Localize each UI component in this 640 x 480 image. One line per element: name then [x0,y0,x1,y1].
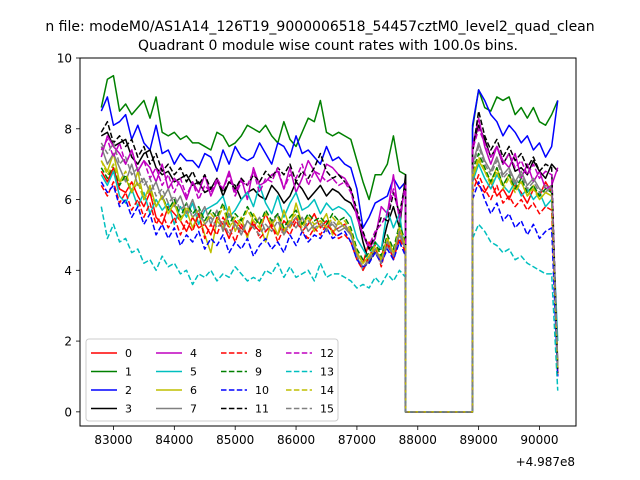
series-line-14 [100,156,559,413]
series-line-7 [100,142,559,413]
series-line-10 [100,181,559,413]
y-tick-label: 8 [64,122,72,136]
chart-title: Quadrant 0 module wise count rates with … [138,38,518,54]
legend-label-14: 14 [320,384,334,397]
x-tick-label: 84000 [155,433,193,447]
series-layer [100,74,559,413]
legend-label-7: 7 [190,403,197,416]
x-axis-offset-label: +4.987e8 [516,455,575,469]
series-line-12 [100,128,559,413]
x-tick-label: 83000 [94,433,132,447]
x-tick-label: 89000 [460,433,498,447]
legend-label-13: 13 [320,366,334,379]
x-tick-label: 88000 [399,433,437,447]
x-tick-label: 86000 [277,433,315,447]
legend-label-15: 15 [320,403,334,416]
series-line-2 [100,89,559,413]
y-axis: 0 2 4 6 8 10 [57,52,80,419]
legend-label-10: 10 [255,384,269,397]
legend-label-8: 8 [255,347,262,360]
y-tick-label: 4 [64,264,72,278]
series-line-9 [100,152,559,413]
y-tick-label: 0 [64,405,72,419]
legend-label-12: 12 [320,347,334,360]
y-tick-label: 2 [64,335,72,349]
legend-label-1: 1 [125,366,132,379]
legend-label-9: 9 [255,366,262,379]
x-axis: 83000 84000 85000 86000 87000 88000 89000 90000 [94,426,559,447]
legend-label-4: 4 [190,347,197,360]
y-tick-label: 10 [57,52,72,66]
legend-label-2: 2 [125,384,132,397]
legend-label-0: 0 [125,347,132,360]
legend-label-3: 3 [125,403,132,416]
legend-label-11: 11 [255,403,269,416]
legend-label-5: 5 [190,366,197,379]
series-line-13 [100,206,559,413]
series-line-8 [100,174,559,413]
series-line-15 [100,142,559,413]
y-tick-label: 6 [64,193,72,207]
x-tick-label: 90000 [520,433,558,447]
x-tick-label: 85000 [216,433,254,447]
legend-label-6: 6 [190,384,197,397]
x-tick-label: 87000 [338,433,376,447]
figure-suptitle: n file: modeM0/AS1A14_126T19_9000006518_… [45,19,594,35]
series-line-4 [100,117,559,413]
series-line-3 [100,124,559,413]
series-line-5 [100,163,559,413]
plot-frame [79,57,577,427]
legend-box [85,338,339,422]
